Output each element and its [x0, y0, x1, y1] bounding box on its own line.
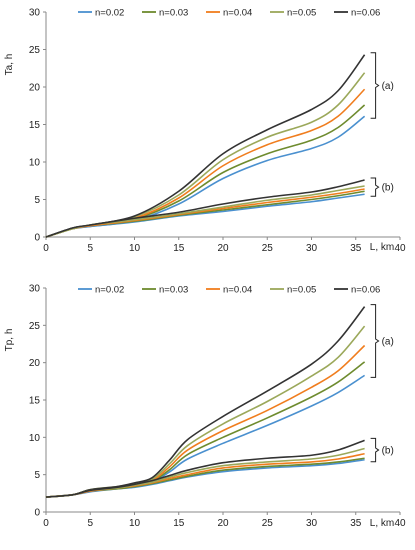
series-line-b-5	[45, 193, 365, 238]
series-line-a-0	[45, 115, 366, 238]
group-bracket	[370, 304, 380, 378]
legend-label: n=0.06	[351, 285, 380, 296]
y-axis-title: Tp, h	[4, 329, 15, 352]
y-tick-label: 20	[29, 83, 41, 94]
group-annotation: (b)	[382, 183, 394, 194]
series-line-a-1	[45, 104, 366, 238]
legend-label: n=0.06	[351, 8, 380, 19]
series-line-b-9	[45, 439, 365, 498]
y-tick-label: 15	[29, 396, 41, 407]
series-line-a-1	[45, 361, 366, 498]
y-tick-label: 20	[29, 358, 41, 369]
y-tick-label: 15	[29, 120, 41, 131]
x-tick-label: 20	[217, 243, 229, 254]
chart-ta: 0 5 10 15 20 25 30 35 40 0 5 10 15 20 25 30 Ta, h L, km n=…	[4, 8, 406, 255]
y-tick-label: 25	[29, 321, 41, 332]
chart-tp: 0 5 10 15 20 25 30 35 40 0 5 10 15 20 25 30 Tp, h L, km n=…	[4, 284, 406, 530]
group-annotation: (a)	[382, 337, 394, 348]
x-tick-label: 5	[87, 518, 93, 529]
y-tick-label: 5	[34, 470, 40, 481]
legend-label: n=0.05	[287, 285, 316, 296]
x-tick-label: 30	[306, 243, 318, 254]
y-axis-title: Ta, h	[4, 54, 15, 76]
x-tick-label: 15	[173, 243, 185, 254]
y-tick-label: 0	[34, 233, 40, 244]
series-line-b-9	[45, 179, 365, 238]
group-bracket	[370, 437, 380, 463]
legend-label: n=0.04	[223, 8, 252, 19]
x-axis-title: L, km	[370, 242, 394, 253]
legend-label: n=0.05	[287, 8, 316, 19]
x-tick-label: 30	[306, 518, 318, 529]
group-annotation: (a)	[382, 81, 394, 92]
group-bracket	[370, 52, 380, 119]
x-tick-label: 5	[87, 243, 93, 254]
x-tick-label: 40	[394, 518, 406, 529]
legend-label: n=0.02	[95, 285, 124, 296]
x-tick-label: 10	[129, 518, 141, 529]
group-annotation: (b)	[382, 446, 394, 457]
legend-label: n=0.03	[159, 8, 188, 19]
x-tick-label: 0	[43, 243, 49, 254]
series-line-b-6	[45, 190, 365, 238]
y-tick-label: 30	[29, 8, 41, 19]
x-tick-label: 35	[350, 518, 362, 529]
x-tick-label: 0	[43, 518, 49, 529]
x-axis-title: L, km	[370, 518, 394, 529]
legend-label: n=0.03	[159, 285, 188, 296]
y-tick-label: 30	[29, 284, 41, 295]
y-tick-label: 5	[34, 195, 40, 206]
group-bracket	[370, 177, 380, 197]
y-tick-label: 25	[29, 45, 41, 56]
x-tick-label: 10	[129, 243, 141, 254]
y-tick-label: 0	[34, 508, 40, 519]
y-tick-label: 10	[29, 433, 41, 444]
x-tick-label: 15	[173, 518, 185, 529]
y-tick-label: 10	[29, 158, 41, 169]
x-tick-label: 25	[262, 518, 274, 529]
x-tick-label: 40	[394, 243, 406, 254]
legend-label: n=0.04	[223, 285, 252, 296]
x-tick-label: 35	[350, 243, 362, 254]
x-tick-label: 20	[217, 518, 229, 529]
legend-label: n=0.02	[95, 8, 124, 19]
x-tick-label: 25	[262, 243, 274, 254]
series-line-a-2	[45, 88, 366, 238]
